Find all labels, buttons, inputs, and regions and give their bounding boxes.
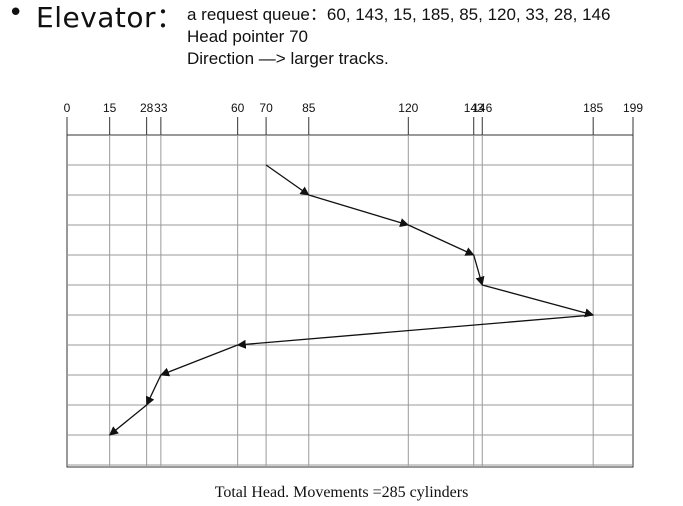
head-move-segment [160,344,238,377]
diagram-grid [66,134,634,468]
head-movement-path [108,164,595,436]
axis-tick-label: 70 [259,101,273,115]
axis-tick-label: 60 [231,101,245,115]
axis-tick-label: 146 [472,101,492,115]
axis-tick-label: 120 [398,101,418,115]
axis-tick-label: 33 [154,101,168,115]
head-move-segment [108,404,148,436]
axis-tick-label: 0 [64,101,71,115]
axis-tick-label: 199 [623,101,643,115]
head-move-segment [473,254,485,286]
problem-statement: a request queue：60, 143, 15, 185, 85, 12… [187,4,610,70]
total-movement-caption: Total Head. Movements =285 cylinders [214,484,469,501]
direction-text: Direction —> larger tracks. [187,49,389,68]
axis-tick-label: 85 [302,101,316,115]
head-move-segment [308,194,410,227]
request-queue-text: a request queue：60, 143, 15, 185, 85, 12… [187,5,611,24]
axis-tick-label: 185 [583,101,603,115]
algorithm-title: Elevator： [36,1,185,34]
diagram-frame [66,134,634,468]
head-move-segment [408,224,475,256]
head-move-segment [146,374,162,406]
axis-tick-label: 28 [140,101,154,115]
axis-tick-label: 143 [464,101,484,115]
head-move-segment [265,164,310,196]
head-pointer-text: Head pointer 70 [187,27,308,46]
head-move-segment [236,314,594,349]
axis-tick-label: 15 [103,101,117,115]
head-move-segment [482,284,595,318]
bullet-icon: • [8,0,24,28]
